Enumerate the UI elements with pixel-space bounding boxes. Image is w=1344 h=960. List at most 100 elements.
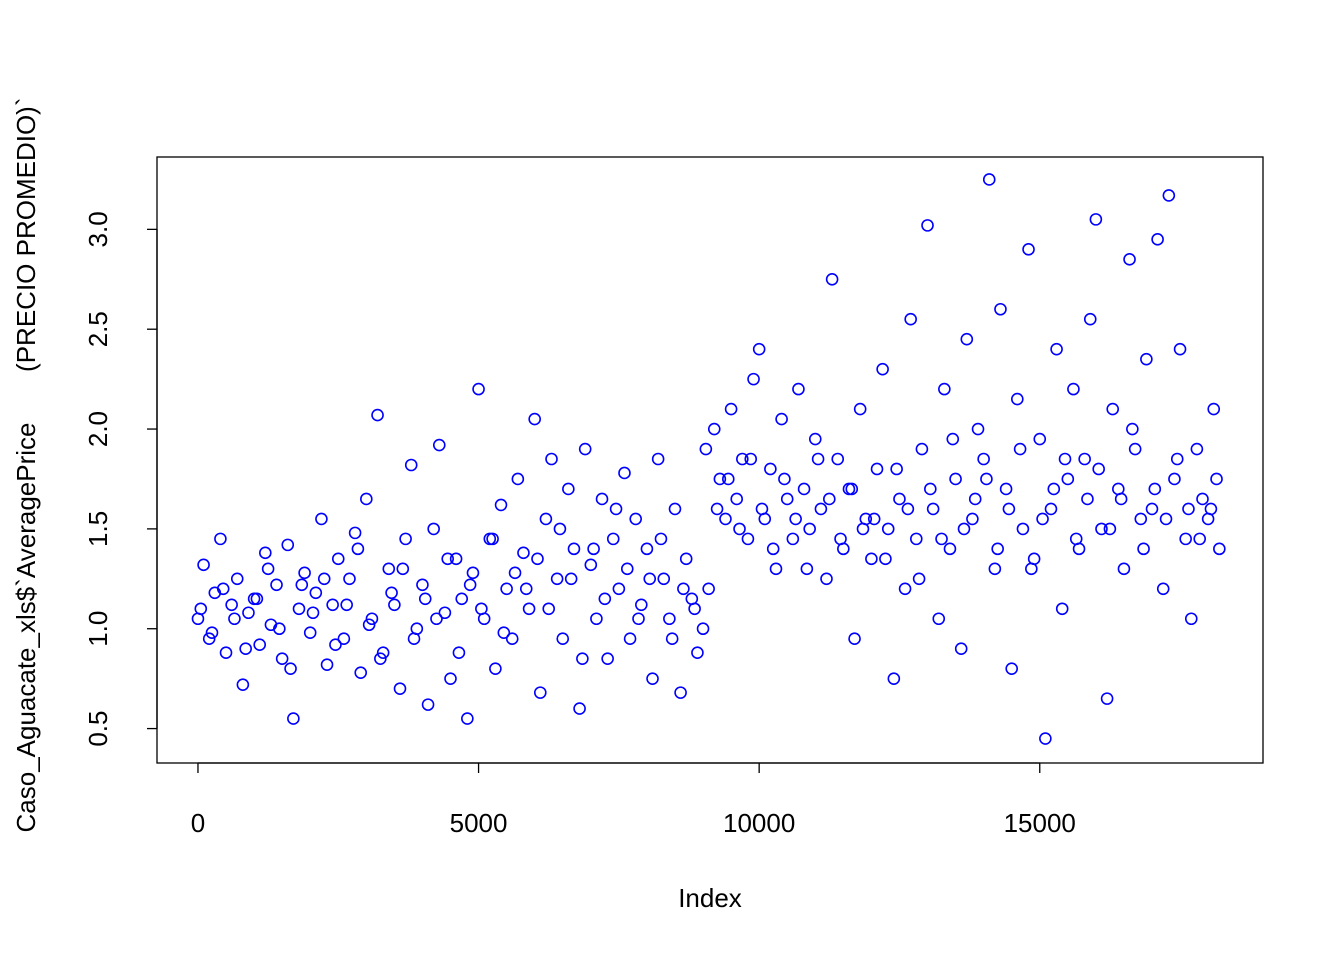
point [239, 642, 252, 656]
point [250, 592, 264, 606]
point [1151, 233, 1164, 246]
point [365, 612, 379, 626]
point [609, 502, 623, 516]
point [654, 532, 668, 546]
point [1140, 352, 1153, 366]
point [946, 432, 960, 446]
point [980, 472, 993, 486]
point [1092, 462, 1105, 476]
point [295, 578, 309, 592]
x-tick-label: 5000 [450, 808, 508, 838]
point [393, 682, 407, 695]
point [741, 532, 755, 546]
point [407, 632, 421, 646]
point [1055, 602, 1069, 616]
y-tick-label: 3.0 [83, 211, 113, 247]
point [1173, 342, 1187, 356]
point [789, 512, 802, 526]
point [775, 412, 788, 426]
point [904, 312, 917, 326]
point [1148, 482, 1162, 496]
point [696, 622, 710, 636]
point [867, 512, 881, 526]
point [382, 562, 396, 576]
point [388, 598, 401, 612]
point [374, 652, 387, 665]
point [303, 626, 317, 640]
point [707, 422, 721, 436]
x-tick-label: 15000 [1004, 808, 1076, 838]
point [539, 512, 553, 526]
point [194, 602, 208, 616]
point [351, 542, 365, 556]
point [733, 522, 746, 536]
point [284, 662, 297, 675]
point [281, 538, 295, 552]
point [887, 672, 901, 685]
point [1100, 692, 1114, 705]
point [797, 482, 811, 496]
point [640, 542, 654, 556]
point [1011, 392, 1024, 406]
point [259, 546, 272, 560]
point [719, 512, 732, 526]
point [668, 502, 682, 516]
point [354, 666, 368, 679]
point [688, 602, 701, 616]
point [329, 638, 342, 652]
point [270, 578, 283, 592]
point [957, 522, 971, 536]
point [876, 362, 889, 376]
point [326, 598, 339, 612]
point [618, 466, 631, 480]
point [486, 532, 499, 546]
point [643, 572, 657, 586]
point [710, 502, 724, 516]
point [376, 646, 390, 659]
point [1123, 253, 1136, 266]
point [205, 626, 219, 640]
point [1210, 472, 1223, 486]
point [769, 562, 783, 576]
point [253, 638, 266, 652]
point [606, 532, 620, 546]
point [542, 602, 556, 616]
point [808, 432, 822, 446]
point [416, 578, 429, 592]
point [545, 452, 558, 466]
point [418, 592, 432, 606]
point [320, 658, 334, 671]
point [921, 219, 934, 232]
point [938, 382, 951, 396]
point [935, 532, 948, 546]
point [225, 598, 238, 612]
point [306, 606, 320, 620]
point [1067, 382, 1080, 396]
point [230, 572, 244, 586]
point [651, 452, 665, 466]
y-tick-label: 1.5 [83, 511, 113, 547]
point [273, 622, 286, 636]
point [971, 422, 985, 436]
point [792, 382, 805, 396]
point [730, 492, 744, 506]
point [702, 582, 715, 596]
point [1117, 562, 1131, 576]
point [845, 482, 859, 496]
point [275, 652, 289, 665]
point [870, 462, 884, 476]
point [463, 578, 477, 592]
point [800, 562, 814, 576]
point [890, 462, 903, 476]
point [853, 402, 867, 416]
point [587, 542, 600, 556]
point [1050, 342, 1063, 356]
point [337, 632, 351, 646]
point [219, 646, 233, 659]
point [497, 626, 511, 640]
point [949, 472, 962, 486]
point [576, 652, 589, 665]
point [982, 173, 996, 186]
point [598, 592, 612, 606]
point [562, 482, 575, 496]
